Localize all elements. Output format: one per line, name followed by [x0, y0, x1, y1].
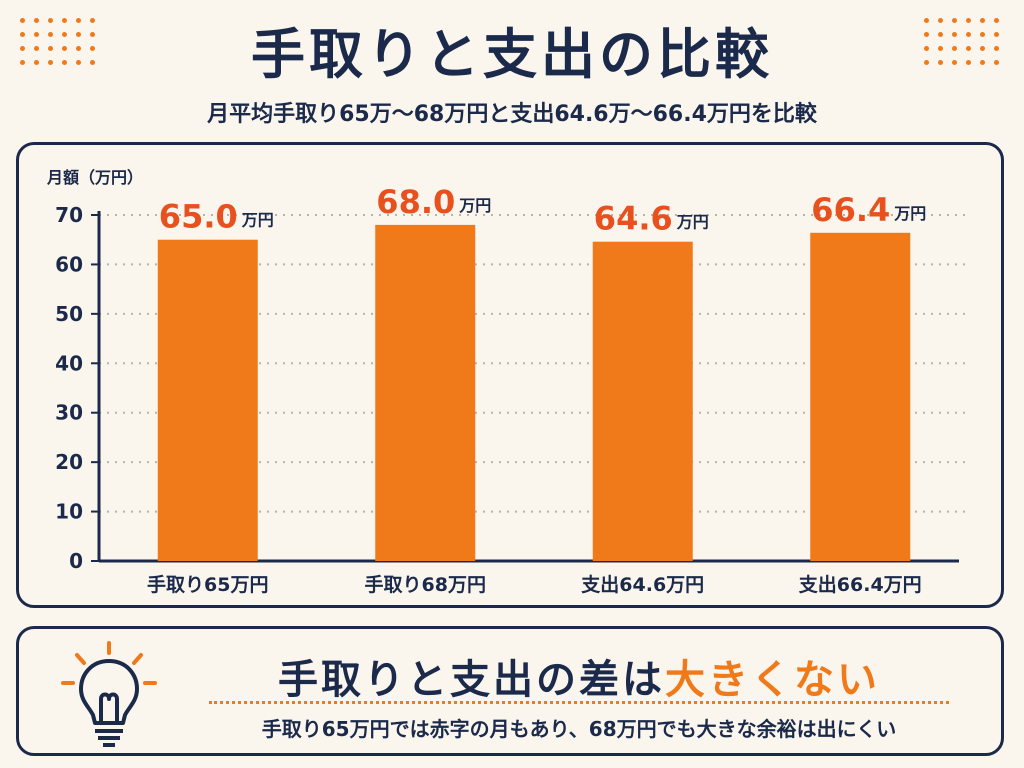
y-tick-label: 40: [55, 351, 83, 375]
summary-note: 手取り65万円では赤字の月もあり、68万円でも大きな余裕は出にくい: [261, 717, 897, 741]
data-label-unit: 万円: [458, 196, 491, 215]
decorative-dots-right: [924, 18, 1004, 82]
data-label: 66.4: [811, 191, 890, 229]
chart-panel: 月額（万円） 0 10 20 30 40 50 60 70 65.0 万円 手取り65万円 68.0 万円…: [16, 142, 1004, 608]
decorative-dots-left: [20, 18, 100, 82]
y-tick-label: 30: [55, 401, 83, 425]
bar: [157, 239, 258, 561]
data-label-unit: 万円: [676, 213, 709, 232]
x-tick-label: 手取り65万円: [147, 573, 268, 596]
page-title: 手取りと支出の比較: [251, 23, 773, 86]
bar: [592, 241, 693, 561]
x-tick-label: 手取り68万円: [365, 573, 486, 596]
data-label: 65.0: [159, 198, 238, 236]
y-tick-label: 60: [55, 252, 83, 276]
x-tick-label: 支出64.6万円: [580, 573, 704, 596]
y-tick-label: 70: [55, 203, 83, 227]
data-label: 68.0: [376, 183, 455, 221]
data-label: 64.6: [594, 200, 673, 238]
data-label-unit: 万円: [241, 211, 274, 230]
summary-panel: 手取りと支出の差は大きくない 手取り65万円では赤字の月もあり、68万円でも大き…: [16, 626, 1004, 756]
bar: [810, 232, 911, 561]
summary-headline-accent: 大きくない: [665, 657, 880, 703]
y-tick-label: 50: [55, 302, 83, 326]
x-tick-label: 支出66.4万円: [798, 573, 922, 596]
y-tick-label: 0: [69, 549, 83, 573]
data-label-unit: 万円: [893, 204, 926, 223]
dotted-divider: [209, 701, 949, 704]
y-tick-label: 20: [55, 450, 83, 474]
lightbulb-icon: [61, 641, 157, 747]
y-tick-label: 10: [55, 500, 83, 524]
summary-headline-main: 手取りと支出の差は: [278, 657, 665, 703]
summary-headline: 手取りと支出の差は大きくない: [199, 647, 959, 705]
bar: [375, 224, 476, 561]
y-axis-label: 月額（万円）: [46, 168, 143, 187]
page-subtitle: 月平均手取り65万〜68万円と支出64.6万〜66.4万円を比較: [207, 102, 817, 127]
